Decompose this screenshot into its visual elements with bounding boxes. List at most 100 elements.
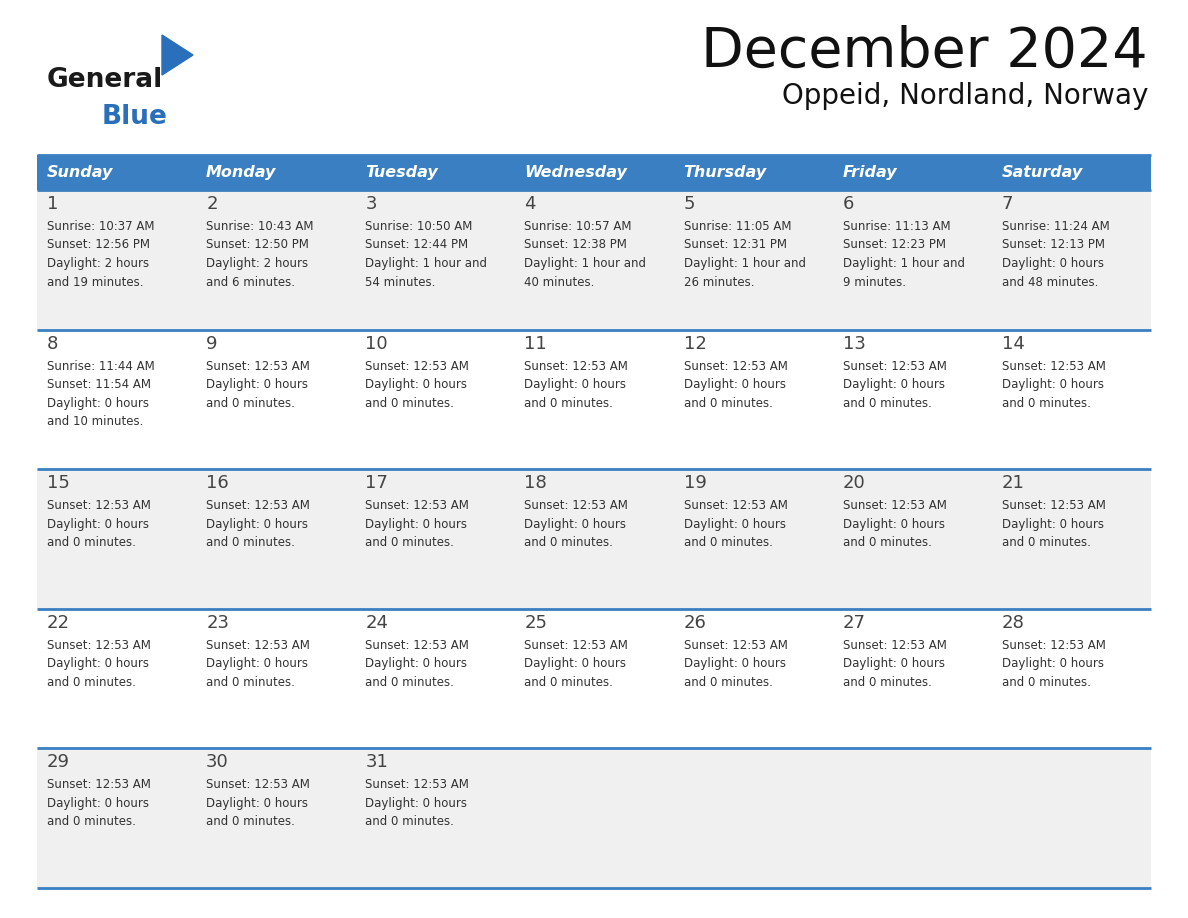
Bar	[37, 155, 196, 190]
Text: 23: 23	[207, 614, 229, 632]
Text: Sunset: 12:53 AM
Daylight: 0 hours
and 0 minutes.: Sunset: 12:53 AM Daylight: 0 hours and 0…	[842, 360, 947, 409]
Text: Sunrise: 10:43 AM
Sunset: 12:50 PM
Daylight: 2 hours
and 6 minutes.: Sunrise: 10:43 AM Sunset: 12:50 PM Dayli…	[207, 220, 314, 288]
Text: Sunset: 12:53 AM
Daylight: 0 hours
and 0 minutes.: Sunset: 12:53 AM Daylight: 0 hours and 0…	[683, 639, 788, 688]
Text: Sunrise: 11:13 AM
Sunset: 12:23 PM
Daylight: 1 hour and
9 minutes.: Sunrise: 11:13 AM Sunset: 12:23 PM Dayli…	[842, 220, 965, 288]
Bar	[992, 190, 1151, 330]
Bar	[992, 748, 1151, 888]
Bar	[196, 609, 355, 748]
Text: Sunset: 12:53 AM
Daylight: 0 hours
and 0 minutes.: Sunset: 12:53 AM Daylight: 0 hours and 0…	[524, 360, 628, 409]
Bar	[37, 609, 196, 748]
Bar	[514, 609, 674, 748]
Text: 9: 9	[207, 334, 217, 353]
Text: Monday: Monday	[207, 165, 277, 180]
Text: Sunset: 12:53 AM
Daylight: 0 hours
and 0 minutes.: Sunset: 12:53 AM Daylight: 0 hours and 0…	[1001, 499, 1106, 549]
Text: 28: 28	[1001, 614, 1025, 632]
Bar	[833, 748, 992, 888]
Text: 17: 17	[365, 475, 388, 492]
Bar	[514, 469, 674, 609]
Text: Sunset: 12:53 AM
Daylight: 0 hours
and 0 minutes.: Sunset: 12:53 AM Daylight: 0 hours and 0…	[207, 778, 310, 828]
Text: Saturday: Saturday	[1001, 165, 1083, 180]
Bar	[992, 155, 1151, 190]
Bar	[355, 609, 514, 748]
Text: 14: 14	[1001, 334, 1025, 353]
Text: 24: 24	[365, 614, 388, 632]
Text: 29: 29	[48, 754, 70, 771]
Bar	[674, 155, 833, 190]
Text: 25: 25	[524, 614, 548, 632]
Text: Sunset: 12:53 AM
Daylight: 0 hours
and 0 minutes.: Sunset: 12:53 AM Daylight: 0 hours and 0…	[842, 639, 947, 688]
Bar	[674, 190, 833, 330]
Bar	[514, 190, 674, 330]
Bar	[196, 469, 355, 609]
Bar	[833, 469, 992, 609]
Text: 31: 31	[365, 754, 388, 771]
Text: Blue: Blue	[102, 104, 168, 130]
Text: Sunrise: 10:50 AM
Sunset: 12:44 PM
Daylight: 1 hour and
54 minutes.: Sunrise: 10:50 AM Sunset: 12:44 PM Dayli…	[365, 220, 487, 288]
Bar	[674, 330, 833, 469]
Text: Sunset: 12:53 AM
Daylight: 0 hours
and 0 minutes.: Sunset: 12:53 AM Daylight: 0 hours and 0…	[365, 360, 469, 409]
Text: 4: 4	[524, 195, 536, 213]
Text: Sunset: 12:53 AM
Daylight: 0 hours
and 0 minutes.: Sunset: 12:53 AM Daylight: 0 hours and 0…	[683, 499, 788, 549]
Text: Sunset: 12:53 AM
Daylight: 0 hours
and 0 minutes.: Sunset: 12:53 AM Daylight: 0 hours and 0…	[365, 639, 469, 688]
Text: Sunset: 12:53 AM
Daylight: 0 hours
and 0 minutes.: Sunset: 12:53 AM Daylight: 0 hours and 0…	[842, 499, 947, 549]
Text: Sunset: 12:53 AM
Daylight: 0 hours
and 0 minutes.: Sunset: 12:53 AM Daylight: 0 hours and 0…	[48, 499, 151, 549]
Bar	[514, 155, 674, 190]
Text: Sunday: Sunday	[48, 165, 113, 180]
Text: Sunset: 12:53 AM
Daylight: 0 hours
and 0 minutes.: Sunset: 12:53 AM Daylight: 0 hours and 0…	[524, 639, 628, 688]
Bar	[514, 748, 674, 888]
Bar	[196, 155, 355, 190]
Bar	[833, 330, 992, 469]
Text: 13: 13	[842, 334, 866, 353]
Bar	[37, 330, 196, 469]
Text: Sunrise: 11:44 AM
Sunset: 11:54 AM
Daylight: 0 hours
and 10 minutes.: Sunrise: 11:44 AM Sunset: 11:54 AM Dayli…	[48, 360, 154, 428]
Bar	[674, 609, 833, 748]
Text: Sunset: 12:53 AM
Daylight: 0 hours
and 0 minutes.: Sunset: 12:53 AM Daylight: 0 hours and 0…	[1001, 639, 1106, 688]
Text: 26: 26	[683, 614, 707, 632]
Bar	[355, 469, 514, 609]
Text: Sunset: 12:53 AM
Daylight: 0 hours
and 0 minutes.: Sunset: 12:53 AM Daylight: 0 hours and 0…	[48, 778, 151, 828]
Bar	[992, 330, 1151, 469]
Text: Sunset: 12:53 AM
Daylight: 0 hours
and 0 minutes.: Sunset: 12:53 AM Daylight: 0 hours and 0…	[365, 499, 469, 549]
Text: 7: 7	[1001, 195, 1013, 213]
Text: General: General	[48, 67, 163, 93]
Text: Wednesday: Wednesday	[524, 165, 627, 180]
Text: 6: 6	[842, 195, 854, 213]
Text: December 2024: December 2024	[701, 25, 1148, 79]
Text: 27: 27	[842, 614, 866, 632]
Text: 5: 5	[683, 195, 695, 213]
Text: Sunrise: 11:24 AM
Sunset: 12:13 PM
Daylight: 0 hours
and 48 minutes.: Sunrise: 11:24 AM Sunset: 12:13 PM Dayli…	[1001, 220, 1110, 288]
Bar	[992, 469, 1151, 609]
Text: 8: 8	[48, 334, 58, 353]
Text: 11: 11	[524, 334, 548, 353]
Bar	[674, 469, 833, 609]
Text: Sunset: 12:53 AM
Daylight: 0 hours
and 0 minutes.: Sunset: 12:53 AM Daylight: 0 hours and 0…	[207, 639, 310, 688]
Text: 3: 3	[365, 195, 377, 213]
Text: Sunrise: 11:05 AM
Sunset: 12:31 PM
Daylight: 1 hour and
26 minutes.: Sunrise: 11:05 AM Sunset: 12:31 PM Dayli…	[683, 220, 805, 288]
Text: Sunset: 12:53 AM
Daylight: 0 hours
and 0 minutes.: Sunset: 12:53 AM Daylight: 0 hours and 0…	[207, 499, 310, 549]
Text: 19: 19	[683, 475, 707, 492]
Text: 1: 1	[48, 195, 58, 213]
Text: Oppeid, Nordland, Norway: Oppeid, Nordland, Norway	[782, 82, 1148, 110]
Bar	[37, 190, 196, 330]
Bar	[37, 748, 196, 888]
Text: Thursday: Thursday	[683, 165, 766, 180]
Text: 21: 21	[1001, 475, 1025, 492]
Bar	[355, 190, 514, 330]
Text: Sunset: 12:53 AM
Daylight: 0 hours
and 0 minutes.: Sunset: 12:53 AM Daylight: 0 hours and 0…	[48, 639, 151, 688]
Text: Sunrise: 10:57 AM
Sunset: 12:38 PM
Daylight: 1 hour and
40 minutes.: Sunrise: 10:57 AM Sunset: 12:38 PM Dayli…	[524, 220, 646, 288]
Text: 15: 15	[48, 475, 70, 492]
Text: 22: 22	[48, 614, 70, 632]
Text: Sunset: 12:53 AM
Daylight: 0 hours
and 0 minutes.: Sunset: 12:53 AM Daylight: 0 hours and 0…	[207, 360, 310, 409]
Bar	[37, 469, 196, 609]
Text: Sunrise: 10:37 AM
Sunset: 12:56 PM
Daylight: 2 hours
and 19 minutes.: Sunrise: 10:37 AM Sunset: 12:56 PM Dayli…	[48, 220, 154, 288]
Text: 16: 16	[207, 475, 229, 492]
Bar	[196, 748, 355, 888]
Bar	[992, 609, 1151, 748]
Bar	[355, 748, 514, 888]
Bar	[514, 330, 674, 469]
Bar	[833, 609, 992, 748]
Text: 12: 12	[683, 334, 707, 353]
Text: 10: 10	[365, 334, 388, 353]
Text: 30: 30	[207, 754, 229, 771]
Bar	[833, 155, 992, 190]
